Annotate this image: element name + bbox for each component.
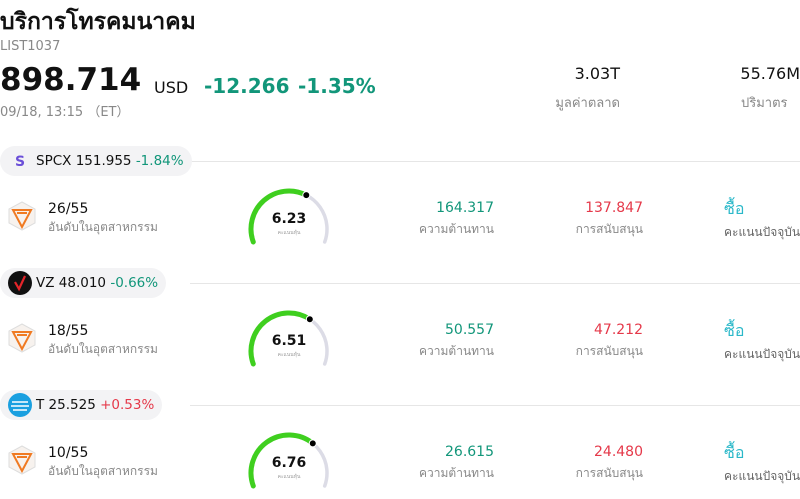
ticker-pill: S SPCX 151.955 -1.84% [0, 146, 192, 176]
ticker-change: -1.84% [135, 153, 184, 169]
resistance-label: ความต้านทาน [419, 344, 494, 358]
code: LIST1037 [0, 39, 61, 54]
price: 898.714 [0, 62, 142, 98]
industry-icon [8, 201, 36, 231]
score: 6.51 [272, 333, 307, 349]
score-gauge: 6.23 คะแนนหุ้น [248, 188, 329, 245]
support-label: การสนับสนุน [575, 344, 643, 358]
change-pct: -1.35% [298, 74, 376, 98]
support: 24.480 [594, 444, 643, 460]
score: 6.23 [272, 211, 307, 227]
action: ซื้อ [724, 199, 745, 218]
company-logo [8, 271, 32, 295]
stat-value: 55.76M [740, 64, 800, 83]
ticker: VZ [36, 275, 55, 291]
rank-label: อันดับในอุตสาหกรรม [48, 464, 158, 478]
gauge-fill [248, 310, 313, 367]
support: 47.212 [594, 322, 643, 338]
score-gauge: 6.76 คะแนนหุ้น [248, 432, 329, 489]
rank-label: อันดับในอุตสาหกรรม [48, 220, 158, 234]
gauge-dot [305, 315, 314, 324]
separator [190, 405, 800, 406]
action: ซื้อ [724, 443, 745, 462]
stat-label: ปริมาตร [741, 96, 788, 111]
score-label: คะแนนหุ้น [278, 473, 301, 480]
score: 6.76 [272, 455, 307, 471]
gauge-fill [248, 432, 316, 489]
ticker-change: +0.53% [100, 397, 155, 413]
currency: USD [154, 78, 189, 97]
logo-bg [8, 393, 32, 417]
ticker: SPCX [36, 153, 72, 169]
rank: 26/55 [48, 201, 89, 217]
logo-globe [11, 401, 29, 411]
time: 09/18, 13:15 （ET） [0, 105, 130, 120]
ticker-pill: VZ 48.010 -0.66% [0, 268, 167, 298]
support-label: การสนับสนุน [575, 222, 643, 236]
stat-value: 3.03T [574, 64, 620, 83]
rank: 18/55 [48, 323, 89, 339]
ticker: T [36, 397, 45, 413]
logo-bg [8, 271, 32, 295]
company-logo [8, 393, 32, 417]
rank-label: อันดับในอุตสาหกรรม [48, 342, 158, 356]
resistance-label: ความต้านทาน [419, 222, 494, 236]
action-label: คะแนนปัจจุบัน [724, 469, 800, 483]
gauge-dot [308, 439, 317, 448]
logo-text: S [15, 154, 25, 170]
industry-icon [8, 323, 36, 353]
ticker-price: 25.525 [48, 397, 96, 413]
logo-bg [8, 149, 32, 173]
change: -12.266 [204, 74, 290, 98]
score-label: คะแนนหุ้น [278, 351, 301, 358]
ticker-price: 48.010 [58, 275, 107, 291]
separator [190, 283, 800, 284]
ticker-price: 151.955 [75, 153, 132, 169]
resistance: 26.615 [445, 444, 494, 460]
company-logo: S [8, 149, 32, 173]
support-label: การสนับสนุน [575, 466, 643, 480]
separator [190, 161, 800, 162]
icon-shape [11, 331, 33, 352]
icon-shape [11, 209, 33, 230]
title: บริการโทรคมนาคม [0, 9, 196, 35]
rank: 10/55 [48, 445, 89, 461]
action-label: คะแนนปัจจุบัน [724, 347, 800, 361]
support: 137.847 [585, 200, 643, 216]
ticker-change: -0.66% [110, 275, 159, 291]
stat-label: มูลค่าตลาด [555, 96, 620, 111]
industry-icon [8, 445, 36, 475]
gauge-dot [302, 191, 311, 200]
resistance-label: ความต้านทาน [419, 466, 494, 480]
score-label: คะแนนหุ้น [278, 229, 301, 236]
icon-shape [11, 453, 33, 474]
action: ซื้อ [724, 321, 745, 340]
resistance: 50.557 [445, 322, 494, 338]
resistance: 164.317 [436, 200, 494, 216]
gauge-fill [248, 188, 309, 245]
logo-check [14, 275, 26, 292]
action-label: คะแนนปัจจุบัน [724, 225, 800, 239]
ticker-pill: T 25.525 +0.53% [0, 390, 163, 420]
score-gauge: 6.51 คะแนนหุ้น [248, 310, 329, 367]
